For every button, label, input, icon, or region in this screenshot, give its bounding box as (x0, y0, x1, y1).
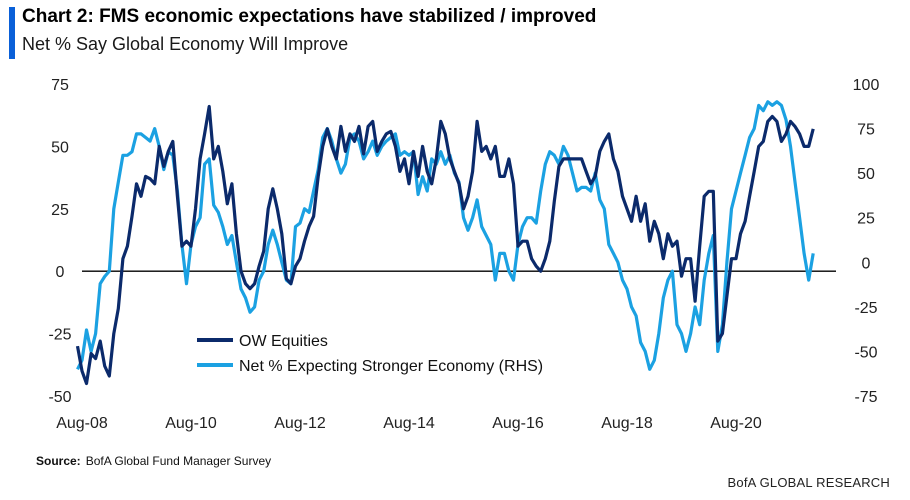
x-tick-label: Aug-16 (492, 415, 544, 432)
legend: OW Equities Net % Expecting Stronger Eco… (197, 333, 543, 375)
title-accent-bar (9, 7, 15, 59)
source-label: Source: (36, 454, 81, 468)
series-line-net-expecting (76, 100, 815, 371)
x-axis-ticks: Aug-08 Aug-10 Aug-12 Aug-14 Aug-16 Aug-18 Aug-… (56, 415, 762, 432)
x-tick-label: Aug-10 (165, 415, 217, 432)
x-tick-label: Aug-18 (601, 415, 653, 432)
left-tick-label: -50 (48, 389, 71, 406)
left-tick-label: -25 (48, 327, 71, 344)
right-tick-label: 75 (857, 122, 875, 139)
chart-title: Chart 2: FMS economic expectations have … (22, 6, 597, 27)
right-tick-label: 100 (853, 77, 880, 94)
right-tick-label: 25 (857, 211, 875, 228)
right-tick-label: -25 (854, 300, 877, 317)
series-line-ow-equities (75, 104, 815, 386)
chart-subtitle: Net % Say Global Economy Will Improve (22, 34, 349, 54)
right-tick-label: -50 (854, 344, 877, 361)
source-text: BofA Global Fund Manager Survey (85, 454, 272, 468)
left-tick-label: 0 (56, 264, 65, 281)
left-tick-label: 25 (51, 202, 69, 219)
x-tick-label: Aug-14 (383, 415, 435, 432)
source-note: Source: BofA Global Fund Manager Survey (36, 454, 271, 468)
x-tick-label: Aug-08 (56, 415, 108, 432)
left-axis-ticks: 75 50 25 0 -25 -50 (48, 77, 71, 406)
x-tick-label: Aug-20 (710, 415, 762, 432)
right-axis-ticks: 100 75 50 25 0 -25 -50 -75 (853, 77, 880, 406)
legend-label-net-expecting: Net % Expecting Stronger Economy (RHS) (239, 358, 543, 375)
x-tick-label: Aug-12 (274, 415, 326, 432)
right-tick-label: 0 (862, 255, 871, 272)
brand-label: BofA GLOBAL RESEARCH (727, 475, 890, 490)
left-tick-label: 50 (51, 139, 69, 156)
series-lines (75, 100, 815, 386)
right-tick-label: 50 (857, 166, 875, 183)
left-tick-label: 75 (51, 77, 69, 94)
right-tick-label: -75 (854, 389, 877, 406)
legend-label-ow-equities: OW Equities (239, 333, 328, 350)
